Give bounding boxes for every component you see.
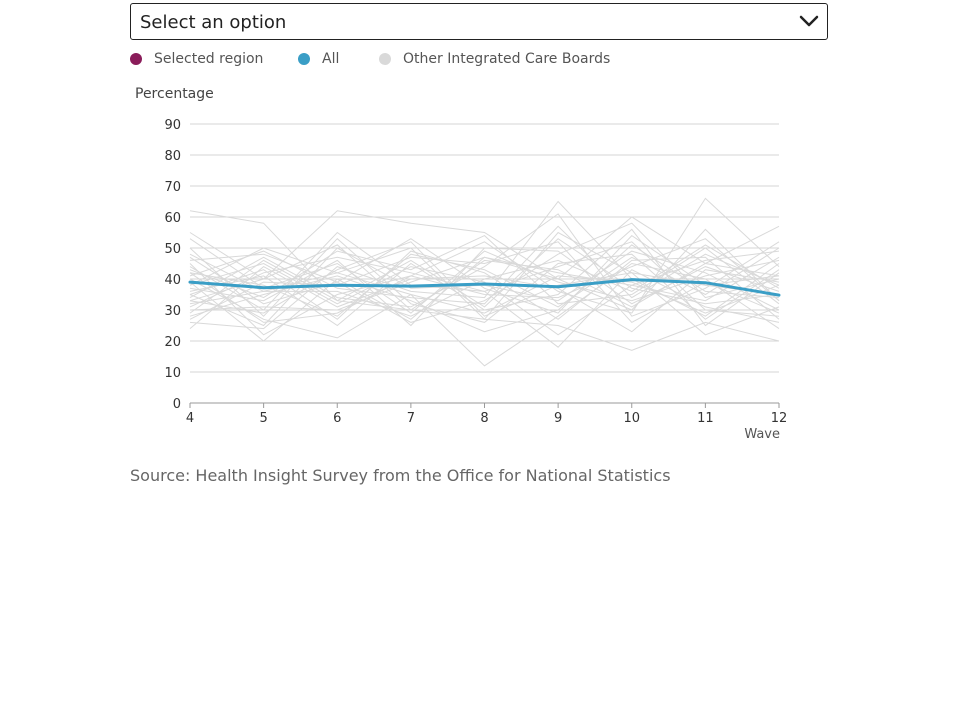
y-tick-label-20: 20 [164, 335, 181, 350]
series-line-other-icb-23 [189, 222, 780, 323]
x-tick-label-6: 6 [333, 411, 341, 426]
series-line-other-icb-21 [189, 200, 780, 330]
series-line-other-icb-31 [189, 238, 780, 323]
y-tick-label-0: 0 [173, 397, 181, 412]
legend-dot-selected-region [130, 53, 142, 65]
series-line-other-icb-8 [189, 262, 780, 367]
x-tick-label-8: 8 [480, 411, 488, 426]
select-value: Select an option [140, 12, 287, 33]
x-tick-label-12: 12 [771, 411, 788, 426]
y-tick-label-30: 30 [164, 304, 181, 319]
series-line-other-icb-27 [189, 238, 780, 314]
y-tick-label-50: 50 [164, 242, 181, 257]
series-line-other-icb-29 [189, 234, 780, 314]
x-tick-label-9: 9 [554, 411, 562, 426]
series-line-other-icb-12 [189, 228, 780, 327]
series-line-other-icb-24 [189, 235, 780, 305]
line-chart: 0 10 20 30 40 50 60 70 80 90 Percentage 4 5 6 7 8 9 10 11 1… [135, 86, 788, 442]
y-tick-label-60: 60 [164, 211, 181, 226]
series-line-other-icb-32 [189, 247, 780, 314]
source-note: Source: Health Insight Survey from the O… [130, 466, 671, 485]
x-tick-label-10: 10 [623, 411, 640, 426]
chevron-down-icon [799, 15, 819, 27]
y-tick-label-90: 90 [164, 118, 181, 133]
series-line-other-icb-20 [189, 241, 780, 324]
x-tick-label-11: 11 [697, 411, 714, 426]
y-tick-label-70: 70 [164, 180, 181, 195]
region-select[interactable]: Select an option [130, 3, 828, 40]
x-tick-label-5: 5 [259, 411, 267, 426]
series-line-other-icb-4 [189, 197, 780, 336]
series-line-other-icb-28 [189, 238, 780, 314]
series-line-other-icb-25 [189, 238, 780, 323]
series-line-other-icb-30 [189, 225, 780, 311]
series-line-other-icb-16 [189, 244, 780, 317]
y-tick-label-40: 40 [164, 273, 181, 288]
legend-label-selected-region: Selected region [154, 51, 264, 67]
x-tick-label-4: 4 [186, 411, 194, 426]
legend-label-all: All [322, 51, 340, 67]
legend-dot-all [298, 53, 310, 65]
y-axis-title: Percentage [135, 86, 214, 102]
series-line-all [188, 278, 781, 297]
x-axis-title: Wave [744, 427, 780, 442]
y-tick-label-10: 10 [164, 366, 181, 381]
legend-dot-other-icbs [379, 53, 391, 65]
series-line-other-icb-15 [189, 241, 780, 336]
y-tick-label-80: 80 [164, 149, 181, 164]
series-line-other-icb-17 [189, 256, 780, 348]
legend-label-other-icbs: Other Integrated Care Boards [403, 51, 611, 67]
x-tick-label-7: 7 [407, 411, 415, 426]
